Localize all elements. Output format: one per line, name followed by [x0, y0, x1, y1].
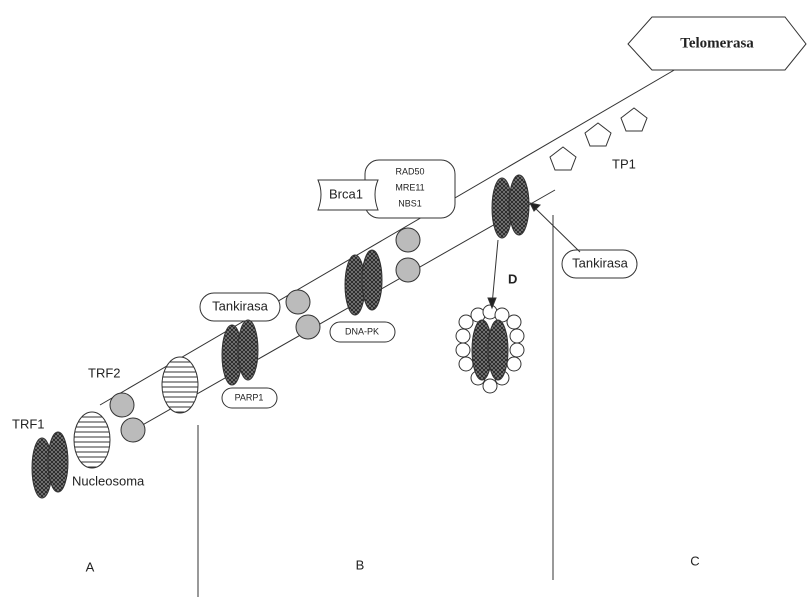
region-c: C — [690, 553, 699, 568]
tp1: TP1 — [612, 156, 636, 171]
brca1: Brca1 — [329, 186, 363, 201]
trf1: TRF1 — [12, 416, 45, 431]
mre11: MRE11 — [395, 182, 424, 192]
rad50: RAD50 — [395, 166, 424, 176]
trf2: TRF2 — [88, 365, 121, 380]
telomerasa: Telomerasa — [680, 35, 754, 51]
diagram: Telomerasa TP1 RAD50 MRE11 NBS1 Brca1 Ta… — [0, 0, 809, 597]
parp1: PARP1 — [235, 392, 264, 402]
nucleosoma: Nucleosoma — [72, 473, 145, 488]
shapes — [32, 17, 806, 498]
tankirasa: Tankirasa — [572, 255, 628, 270]
d-label: D — [508, 271, 517, 286]
nbs1: NBS1 — [398, 198, 422, 208]
region-b: B — [356, 557, 365, 572]
tankirasa: Tankirasa — [212, 298, 268, 313]
dnapk: DNA-PK — [345, 326, 379, 336]
region-a: A — [86, 559, 95, 574]
